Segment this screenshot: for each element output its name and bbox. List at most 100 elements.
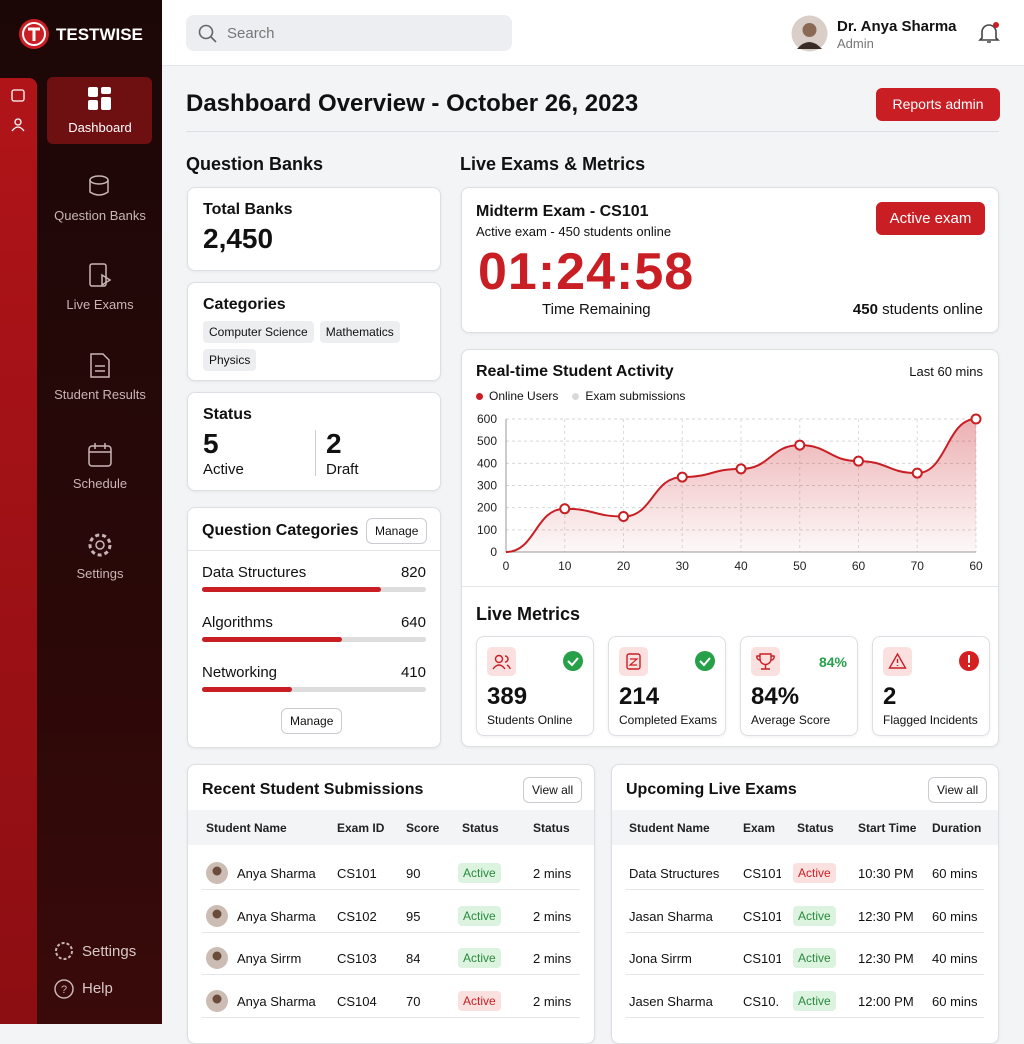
search-box[interactable]	[186, 15, 512, 51]
tags: Computer Science Mathematics Physics	[203, 321, 433, 377]
column-header: Duration	[932, 821, 982, 835]
avatar-head	[212, 951, 222, 961]
metrics-title: Live Metrics	[476, 604, 581, 624]
nav-item[interactable]: Live Exams	[48, 263, 152, 312]
reports-button[interactable]: Reports admin	[876, 88, 1000, 121]
upcoming-card: Upcoming Live Exams View all Student Nam…	[611, 764, 999, 1044]
strip-icons	[11, 89, 25, 132]
column-header: Exam ID	[337, 821, 385, 835]
categories-card: Categories Computer Science Mathematics Ph…	[187, 282, 441, 381]
avatar	[206, 862, 228, 884]
table-cell: Data Structures	[629, 866, 720, 881]
y-tick-label: 500	[477, 434, 497, 448]
metric-card: 214 Completed Exams	[608, 636, 726, 736]
user-name: Dr. Anya Sharma	[837, 18, 957, 35]
footer-nav[interactable]: Help	[82, 980, 113, 997]
nav-item[interactable]: Student Results	[48, 353, 152, 402]
x-tick-label: 30	[676, 559, 690, 573]
manage-button[interactable]: Manage	[366, 518, 428, 544]
y-tick-label: 0	[490, 545, 497, 559]
chart-title: Real-time Student Activity	[476, 363, 674, 380]
card-title: Upcoming Live Exams	[626, 781, 797, 798]
table-cell: CS101	[743, 908, 781, 924]
table-cell: 60 mins	[932, 866, 978, 881]
progress-bar	[202, 637, 342, 642]
tag[interactable]: Physics	[203, 349, 257, 371]
status-label: Active	[203, 461, 244, 478]
status-badge: Active	[793, 990, 836, 1011]
column-header: Status	[462, 821, 499, 835]
metric-value: 84%	[751, 683, 800, 710]
legend-label: Exam submissions	[585, 389, 686, 403]
tag[interactable]: Computer Science	[203, 321, 314, 343]
table-cell: Jasan Sharma	[629, 908, 713, 924]
exam-subtitle: Active exam - 450 students online	[476, 224, 672, 239]
nav-label: Dashboard	[68, 120, 132, 135]
table-cell: 90	[406, 866, 421, 881]
column-header: Score	[406, 821, 440, 835]
line-chart: 0 100 200 300 400 500 600 0 10 20 30 40 50 60 70 60	[477, 412, 983, 573]
row-divider	[626, 931, 984, 933]
total-value: 2,450	[203, 223, 274, 254]
x-tick-label: 60	[852, 559, 866, 573]
status-badge: Active	[793, 948, 836, 968]
exam-card: Midterm Exam - CS101 Active exam - 450 s…	[461, 187, 999, 333]
students-count: 450	[852, 301, 878, 318]
manage-button[interactable]: Manage	[281, 708, 343, 734]
search-icon	[198, 24, 217, 43]
row-divider	[202, 889, 580, 890]
tag[interactable]: Mathematics	[319, 321, 400, 343]
row-divider	[626, 974, 984, 975]
avatar-head	[212, 909, 222, 918]
table-cell: 60 mins	[932, 993, 978, 1009]
section-title: Live Exams & Metrics	[460, 154, 646, 174]
avatar	[206, 989, 228, 1012]
point	[911, 467, 923, 479]
legend-item: Online Users	[476, 389, 558, 403]
view-all-button[interactable]: View all	[523, 777, 583, 803]
category-name: Algorithms	[202, 614, 273, 631]
status-badge: Active	[458, 905, 501, 926]
bell-icon[interactable]	[977, 21, 1001, 45]
table-cell: 84	[406, 951, 421, 966]
exam-badge[interactable]: Active exam	[876, 202, 985, 235]
table-cell: 95	[406, 908, 421, 924]
column-header: Status	[533, 821, 570, 835]
footer-icons: ?	[54, 942, 74, 999]
brand: TESTWISE	[56, 25, 143, 44]
nav-item[interactable]: Settings	[48, 532, 152, 581]
x-tick-label: 10	[558, 559, 572, 573]
table-cell: 2 mins	[533, 951, 572, 966]
table-cell: Jona Sirrm	[629, 951, 692, 966]
footer-nav[interactable]: Settings	[82, 943, 137, 960]
table-cell: Anya Sirrm	[237, 951, 302, 966]
user-role: Admin	[837, 36, 874, 51]
metric-icons	[883, 647, 979, 676]
nav-item[interactable]: Schedule	[48, 442, 152, 491]
view-all-button[interactable]: View all	[928, 777, 988, 803]
column-header: Student Name	[206, 821, 287, 835]
metric-label: Completed Exams	[619, 713, 718, 727]
progress-bar	[202, 587, 382, 592]
nav-label: Schedule	[72, 476, 128, 491]
point	[970, 413, 982, 425]
status-badge: Active	[793, 863, 836, 883]
nav-item[interactable]: Question Banks	[48, 174, 152, 223]
nav-label: Live Exams	[66, 297, 134, 312]
nav-item[interactable]: Dashboard	[48, 86, 152, 135]
search-placeholder: Search	[227, 25, 275, 42]
x-tick-label: 50	[793, 559, 807, 573]
table-cell: CS10.	[743, 993, 780, 1009]
category-name: Networking	[202, 664, 278, 681]
table-cell: Anya Sharma	[237, 866, 316, 881]
table-cell: Jasen Sharma	[629, 993, 713, 1009]
status-divider	[315, 430, 316, 476]
timer-label: Time Remaining	[542, 301, 651, 318]
legend-swatch	[572, 393, 580, 400]
point	[618, 511, 629, 523]
divider	[186, 131, 999, 132]
nav-label: Settings	[76, 566, 124, 581]
students-online: 450 students online	[853, 301, 983, 318]
table-cell: 2 mins	[533, 866, 572, 881]
